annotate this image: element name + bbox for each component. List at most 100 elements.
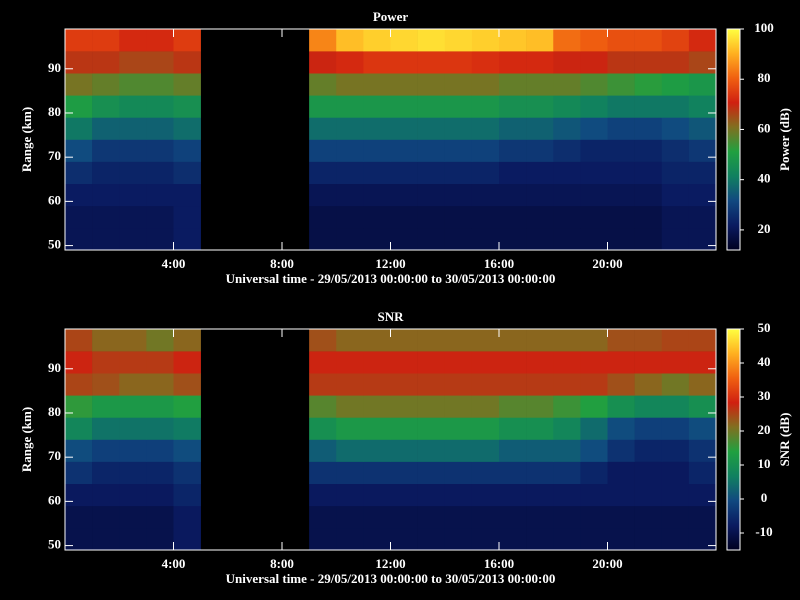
heatmap-cell xyxy=(580,95,608,118)
heatmap-cell xyxy=(417,227,446,251)
heatmap-cell xyxy=(688,139,717,162)
heatmap-cell xyxy=(553,95,581,118)
heatmap-cell xyxy=(634,351,663,374)
heatmap-cell xyxy=(634,417,663,440)
heatmap-cell xyxy=(173,527,201,551)
heatmap-cell xyxy=(634,505,663,529)
heatmap-cell xyxy=(634,373,663,396)
y-tick-label: 60 xyxy=(48,492,61,507)
heatmap-cell xyxy=(173,395,201,418)
heatmap-cell xyxy=(309,483,337,507)
y-axis-label: Range (km) xyxy=(19,107,34,172)
heatmap-cell xyxy=(65,351,93,374)
heatmap-cell xyxy=(92,205,120,229)
heatmap-cell xyxy=(309,205,337,229)
heatmap-cell xyxy=(173,373,201,396)
heatmap-cell xyxy=(553,483,581,507)
heatmap-cell xyxy=(471,51,500,74)
heatmap-cell xyxy=(607,205,635,229)
heatmap-cell xyxy=(146,29,174,52)
heatmap-cell xyxy=(173,29,201,52)
heatmap-cell xyxy=(688,373,717,396)
heatmap-cell xyxy=(634,329,663,352)
heatmap-cell xyxy=(92,117,120,140)
heatmap-cell xyxy=(526,29,554,52)
heatmap-cell xyxy=(146,527,174,551)
heatmap-cell xyxy=(580,51,608,74)
heatmap-cell xyxy=(444,373,473,396)
heatmap-cell xyxy=(119,527,147,551)
heatmap-cell xyxy=(390,183,418,207)
heatmap-cell xyxy=(417,161,446,184)
heatmap-cell xyxy=(417,51,446,74)
heatmap-cell xyxy=(526,505,554,529)
heatmap-cell xyxy=(390,527,418,551)
heatmap-cell xyxy=(444,117,473,140)
heatmap-cell xyxy=(661,95,690,118)
heatmap-cell xyxy=(471,161,500,184)
heatmap-cell xyxy=(580,351,608,374)
heatmap-cell xyxy=(607,329,635,352)
heatmap-cell xyxy=(553,461,581,484)
heatmap-cell xyxy=(390,73,418,96)
heatmap-cell xyxy=(119,461,147,484)
colorbar-label: Power (dB) xyxy=(777,108,792,171)
heatmap-cell xyxy=(444,183,473,207)
heatmap-cell xyxy=(661,183,690,207)
heatmap-cell xyxy=(661,227,690,251)
heatmap-cell xyxy=(688,183,717,207)
heatmap-cell xyxy=(363,29,391,52)
heatmap-cell xyxy=(363,373,391,396)
x-tick-label: 4:00 xyxy=(162,556,186,571)
heatmap-cell xyxy=(65,51,93,74)
heatmap-cell xyxy=(65,329,93,352)
heatmap-cell xyxy=(417,417,446,440)
heatmap-cell xyxy=(553,373,581,396)
heatmap-cell xyxy=(444,205,473,229)
heatmap-cell xyxy=(417,183,446,207)
heatmap-cell xyxy=(173,117,201,140)
heatmap-cell xyxy=(309,227,337,251)
heatmap-cell xyxy=(526,205,554,229)
heatmap-cell xyxy=(119,505,147,529)
heatmap-cell xyxy=(92,439,120,462)
heatmap-cell xyxy=(444,139,473,162)
heatmap-cell xyxy=(92,527,120,551)
heatmap-cell xyxy=(417,439,446,462)
heatmap-cell xyxy=(471,527,500,551)
heatmap-cell xyxy=(417,483,446,507)
heatmap-cell xyxy=(580,483,608,507)
heatmap-cell xyxy=(580,505,608,529)
heatmap-cell xyxy=(471,351,500,374)
heatmap-cell xyxy=(390,227,418,251)
x-tick-label: 20:00 xyxy=(592,256,622,271)
heatmap-cell xyxy=(390,373,418,396)
colorbar-tick-label: 20 xyxy=(758,422,771,437)
chart-title: Power xyxy=(373,9,409,24)
heatmap-cell xyxy=(634,117,663,140)
heatmap-cell xyxy=(580,461,608,484)
heatmap-cell xyxy=(363,139,391,162)
heatmap-cell xyxy=(363,51,391,74)
heatmap-cell xyxy=(580,439,608,462)
heatmap-cell xyxy=(580,117,608,140)
heatmap-cell xyxy=(553,117,581,140)
heatmap-cell xyxy=(119,117,147,140)
heatmap-cell xyxy=(499,161,527,184)
heatmap-cell xyxy=(336,417,364,440)
heatmap-cell xyxy=(444,51,473,74)
heatmap-cell xyxy=(661,395,690,418)
heatmap-cell xyxy=(526,227,554,251)
y-tick-label: 50 xyxy=(48,237,61,252)
heatmap-cell xyxy=(92,505,120,529)
heatmap-cell xyxy=(580,395,608,418)
colorbar-tick-label: 100 xyxy=(754,20,774,35)
heatmap-cell xyxy=(688,505,717,529)
y-tick-label: 90 xyxy=(48,360,61,375)
heatmap-cell xyxy=(526,183,554,207)
heatmap-cell xyxy=(173,139,201,162)
heatmap-cell xyxy=(363,505,391,529)
heatmap-cell xyxy=(65,29,93,52)
heatmap-cell xyxy=(580,205,608,229)
heatmap-cell xyxy=(363,227,391,251)
